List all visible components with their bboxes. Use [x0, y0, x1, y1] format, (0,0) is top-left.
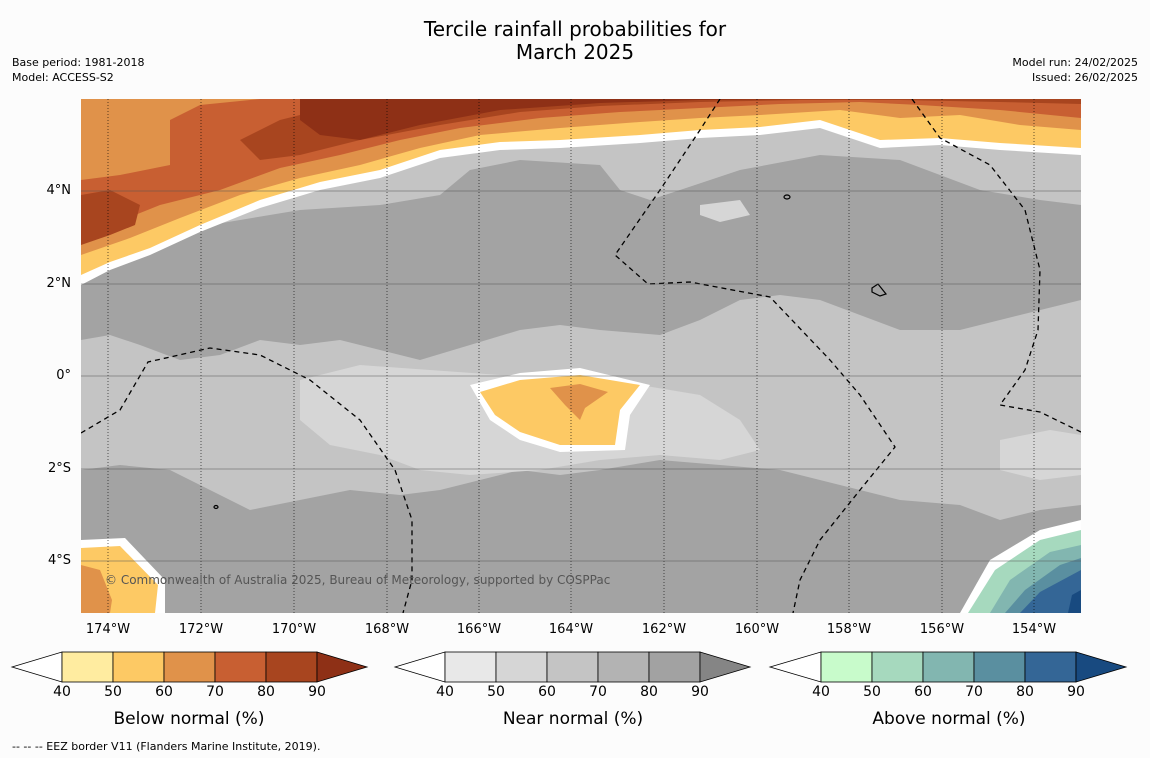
eez-border-central: [614, 99, 896, 613]
lon-label-158w: 158°W: [826, 622, 872, 637]
lon-label-164w: 164°W: [548, 622, 594, 637]
title-line-2: March 2025: [515, 40, 635, 64]
issued-text: Issued: 26/02/2025: [1031, 71, 1138, 84]
base-period-text: Base period: 1981-2018: [12, 56, 145, 69]
above-normal-southeast-80: [1020, 570, 1081, 613]
model-run-text: Model run: 24/02/2025: [1012, 56, 1138, 69]
below-normal-north-90: [300, 99, 800, 140]
eez-border-west: [81, 347, 413, 613]
lon-label-160w: 160°W: [734, 622, 780, 637]
lon-label-154w: 154°W: [1011, 622, 1057, 637]
lon-label-156w: 156°W: [919, 622, 965, 637]
near-tick-80: 80: [640, 684, 658, 700]
metadata-left: Base period: 1981-2018 Model: ACCESS-S2: [12, 55, 144, 85]
above-tick-40: 40: [812, 684, 830, 700]
below-normal-west-60: [81, 102, 170, 180]
chart-title: Tercile rainfall probabilities for March…: [0, 18, 1150, 64]
lon-label-168w: 168°W: [364, 622, 410, 637]
above-tick-80: 80: [1016, 684, 1034, 700]
below-tick-40: 40: [53, 684, 71, 700]
above-tick-90: 90: [1067, 684, 1085, 700]
island-marker-2: [871, 283, 888, 297]
below-normal-central-60: [550, 384, 608, 420]
near-tick-90: 90: [691, 684, 709, 700]
near-normal-80-region: [81, 155, 1081, 360]
colorbar-above: [768, 651, 1128, 683]
lat-label-2n: 2°N: [46, 276, 72, 291]
copyright-notice: © Commonwealth of Australia 2025, Bureau…: [105, 573, 611, 587]
lat-label-4s: 4°S: [47, 553, 71, 568]
colorbar-below: [10, 651, 369, 683]
island-marker: [783, 194, 791, 200]
below-tick-70: 70: [206, 684, 224, 700]
title-line-1: Tercile rainfall probabilities for: [423, 17, 727, 41]
above-normal-southeast-90: [1068, 590, 1081, 613]
lon-label-166w: 166°W: [456, 622, 502, 637]
model-text: Model: ACCESS-S2: [12, 71, 114, 84]
below-tick-90: 90: [308, 684, 326, 700]
above-colorbar-title: Above normal (%): [872, 709, 1026, 729]
below-normal-west-80: [81, 190, 140, 245]
eez-border-east: [911, 99, 1081, 433]
near-tick-50: 50: [487, 684, 505, 700]
below-tick-60: 60: [155, 684, 173, 700]
near-normal-80-lower: [81, 460, 1081, 613]
eez-border-note: -- -- -- EEZ border V11 (Flanders Marine…: [12, 740, 321, 753]
lon-label-172w: 172°W: [178, 622, 224, 637]
lon-label-170w: 170°W: [271, 622, 317, 637]
below-tick-80: 80: [257, 684, 275, 700]
metadata-right: Model run: 24/02/2025 Issued: 26/02/2025: [1012, 55, 1138, 85]
colorbar-near: [393, 651, 752, 683]
below-normal-southwest-60: [81, 565, 112, 613]
below-colorbar-title: Below normal (%): [113, 709, 265, 729]
lat-label-4n: 4°N: [46, 183, 72, 198]
near-tick-40: 40: [436, 684, 454, 700]
above-tick-70: 70: [965, 684, 983, 700]
lat-label-0: 0°: [56, 368, 71, 383]
near-tick-60: 60: [538, 684, 556, 700]
lat-label-2s: 2°S: [47, 461, 71, 476]
near-normal-light-patch: [1000, 430, 1081, 480]
lon-label-162w: 162°W: [641, 622, 687, 637]
below-tick-50: 50: [104, 684, 122, 700]
island-marker-3: [213, 504, 219, 510]
near-normal-light-patch-2: [700, 200, 750, 222]
lon-label-174w: 174°W: [85, 622, 131, 637]
near-tick-70: 70: [589, 684, 607, 700]
near-colorbar-title: Near normal (%): [502, 709, 644, 729]
above-tick-60: 60: [914, 684, 932, 700]
above-tick-50: 50: [863, 684, 881, 700]
